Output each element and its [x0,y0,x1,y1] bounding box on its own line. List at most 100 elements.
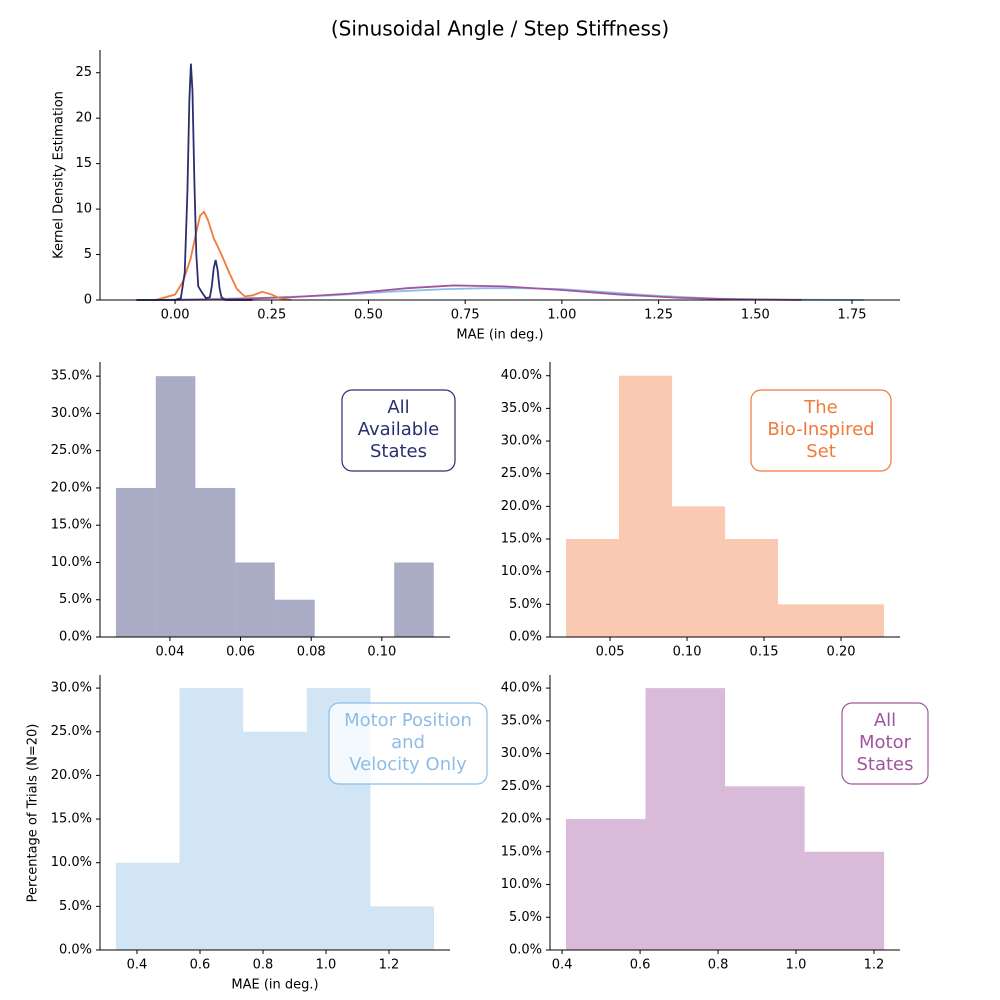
x-tick-label: 0.8 [253,958,274,973]
histogram-bar [565,819,646,950]
x-tick-label: 1.25 [644,308,673,323]
y-tick-label: 20.0% [51,480,92,495]
x-tick-label: 0.8 [708,958,729,973]
x-tick-label: 1.0 [316,958,337,973]
y-tick-label: 0.0% [509,630,542,645]
y-axis-label: Kernel Density Estimation [52,91,67,259]
x-tick-label: 1.00 [547,308,576,323]
annotation-box [328,702,488,785]
y-tick-label: 15.0% [501,844,542,859]
y-tick-label: 15.0% [51,812,92,827]
y-tick-label: 0.0% [59,630,92,645]
histogram-bar [566,539,619,637]
annotation-text: All [387,397,409,418]
y-tick-label: 35.0% [501,401,542,416]
annotation-text: Velocity Only [349,754,467,775]
x-tick-label: 0.00 [161,308,190,323]
x-tick-label: 1.2 [379,958,400,973]
annotation-box [841,702,929,785]
x-tick-label: 0.4 [552,958,573,973]
y-tick-label: 25.0% [501,779,542,794]
y-tick-label: 10.0% [501,564,542,579]
y-tick-label: 20.0% [501,812,542,827]
annotation-box [341,389,456,472]
y-tick-label: 30.0% [501,746,542,761]
y-tick-label: 10 [75,202,92,217]
y-tick-label: 15.0% [501,532,542,547]
figure-title: (Sinusoidal Angle / Step Stiffness) [331,17,669,41]
annotation-text: and [391,732,425,753]
histogram-bar [115,487,156,637]
x-tick-label: 0.50 [354,308,383,323]
x-tick-label: 0.08 [297,645,326,660]
x-tick-label: 1.2 [864,958,885,973]
y-tick-label: 10.0% [501,877,542,892]
histogram-bar [370,906,435,950]
y-tick-label: 25.0% [51,724,92,739]
y-tick-label: 0.0% [59,943,92,958]
kde-line [155,210,292,301]
histogram-bar [804,851,885,950]
y-tick-label: 0.0% [509,943,542,958]
x-tick-label: 1.0 [786,958,807,973]
y-tick-label: 30.0% [51,406,92,421]
histogram-bar [725,786,805,950]
histogram-bar [195,487,236,637]
y-tick-label: 5 [84,247,92,262]
y-tick-label: 30.0% [51,681,92,696]
x-tick-label: 0.10 [673,645,702,660]
histogram-bar [725,539,779,637]
y-tick-label: 5.0% [59,899,92,914]
y-tick-label: 10.0% [51,855,92,870]
histogram-bar [243,731,307,950]
x-axis-label: MAE (in deg.) [456,328,543,343]
y-tick-label: 20.0% [501,499,542,514]
annotation-text: Available [358,419,439,440]
x-tick-label: 0.6 [190,958,211,973]
y-tick-label: 10.0% [51,555,92,570]
y-tick-label: 35.0% [51,369,92,384]
histogram-bar [831,604,884,637]
x-tick-label: 0.25 [257,308,286,323]
y-tick-label: 15 [75,156,92,171]
y-tick-label: 30.0% [501,434,542,449]
kde-line [136,63,253,301]
annotation-text: States [856,754,913,775]
annotation-text: Motor Position [344,710,472,731]
y-tick-label: 5.0% [509,910,542,925]
y-tick-label: 0 [84,293,92,308]
y-tick-label: 40.0% [501,368,542,383]
annotation-text: Bio-Inspired [767,419,874,440]
y-tick-label: 5.0% [59,592,92,607]
y-tick-label: 25.0% [501,466,542,481]
annotation-text: All [874,710,896,731]
y-tick-label: 25 [75,65,92,80]
histogram-bar [235,562,275,637]
annotation-text: Motor [859,732,912,753]
x-tick-label: 0.06 [226,645,255,660]
histogram-bar [778,604,832,637]
annotation-box [750,389,892,472]
x-tick-label: 1.75 [838,308,867,323]
x-tick-label: 0.6 [630,958,651,973]
histogram-bar [672,506,726,637]
x-tick-label: 0.20 [827,645,856,660]
y-axis-label: Percentage of Trials (N=20) [26,724,41,903]
histogram-bar [394,562,434,637]
x-tick-label: 0.10 [367,645,396,660]
y-tick-label: 35.0% [501,713,542,728]
histogram-bar [115,862,180,950]
x-tick-label: 1.50 [741,308,770,323]
y-tick-label: 40.0% [501,681,542,696]
x-tick-label: 0.75 [451,308,480,323]
annotation-text: Set [806,441,836,462]
histogram-bar [618,375,673,637]
y-tick-label: 5.0% [509,597,542,612]
histogram-bar [155,376,196,637]
annotation-text: States [370,441,427,462]
x-tick-label: 0.04 [155,645,184,660]
y-tick-label: 20.0% [51,768,92,783]
x-tick-label: 0.15 [750,645,779,660]
y-tick-label: 20 [75,111,92,126]
